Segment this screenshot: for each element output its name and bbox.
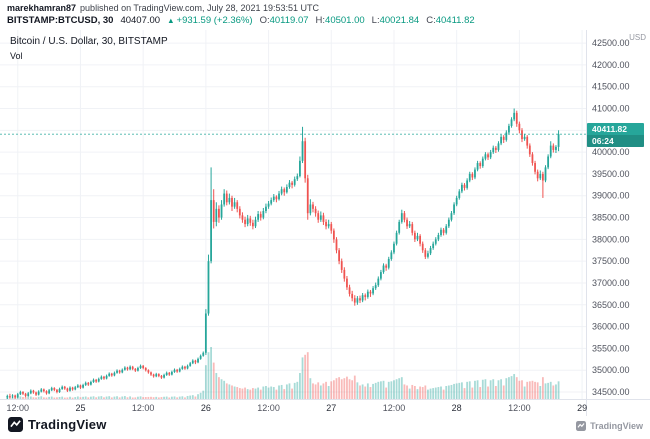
svg-text:40000.00: 40000.00 <box>592 147 630 157</box>
tradingview-watermark[interactable]: TradingView <box>576 421 643 431</box>
ohlc-open: O:40119.07 <box>260 15 309 26</box>
svg-text:42000.00: 42000.00 <box>592 60 630 70</box>
svg-text:38000.00: 38000.00 <box>592 234 630 244</box>
symbol-interval: BITSTAMP:BTCUSD, 30 <box>7 15 114 26</box>
price-axis[interactable]: 42500.0042000.0041500.0041000.0040500.00… <box>586 30 647 416</box>
high-value: 40501.00 <box>325 15 365 26</box>
candlestick-series <box>6 108 560 399</box>
ohlc-close: C:40411.82 <box>426 15 474 26</box>
svg-text:12:00: 12:00 <box>257 403 280 413</box>
ohlc-values: O:40119.07 H:40501.00 L:40021.84 C:40411… <box>260 15 475 26</box>
price-chart[interactable]: 42500.0042000.0041500.0041000.0040500.00… <box>0 0 650 420</box>
svg-text:35500.00: 35500.00 <box>592 343 630 353</box>
tradingview-watermark-icon <box>576 421 587 431</box>
svg-text:39000.00: 39000.00 <box>592 191 630 201</box>
svg-text:12:00: 12:00 <box>383 403 406 413</box>
price-change: ▲ +931.59 (+2.36%) <box>167 15 253 26</box>
svg-text:36000.00: 36000.00 <box>592 322 630 332</box>
candle-countdown: 06:24 <box>587 134 644 147</box>
svg-text:36500.00: 36500.00 <box>592 300 630 310</box>
current-price-value: 40411.82 <box>592 123 627 134</box>
low-value: 40021.84 <box>379 15 420 26</box>
current-price-label: 40411.82 06:24 <box>587 122 644 147</box>
ohlc-high: H:40501.00 <box>316 15 365 26</box>
tradingview-logo-icon <box>8 417 23 432</box>
svg-text:12:00: 12:00 <box>508 403 531 413</box>
svg-text:37500.00: 37500.00 <box>592 256 630 266</box>
svg-text:27: 27 <box>326 403 336 413</box>
svg-text:26: 26 <box>201 403 211 413</box>
close-value: 40411.82 <box>435 15 475 26</box>
symbol-info-bar: BITSTAMP:BTCUSD, 30 40407.00 ▲ +931.59 (… <box>7 15 475 26</box>
ohlc-low: L:40021.84 <box>372 15 420 26</box>
svg-text:42500.00: 42500.00 <box>592 38 630 48</box>
watermark-text: TradingView <box>590 421 643 431</box>
high-label: H: <box>315 15 326 26</box>
author-name: marekhamran87 <box>7 3 77 13</box>
svg-text:25: 25 <box>75 403 85 413</box>
close-label: C: <box>426 15 436 26</box>
svg-text:USD: USD <box>629 33 646 42</box>
svg-text:28: 28 <box>452 403 462 413</box>
svg-text:12:00: 12:00 <box>132 403 155 413</box>
open-value: 40119.07 <box>269 15 309 26</box>
up-triangle-icon: ▲ <box>167 16 175 25</box>
series-title[interactable]: Bitcoin / U.S. Dollar, 30, BITSTAMP <box>10 36 168 47</box>
svg-text:12:00: 12:00 <box>6 403 29 413</box>
svg-text:41000.00: 41000.00 <box>592 104 630 114</box>
tradingview-logo[interactable]: TradingView <box>8 417 107 432</box>
svg-text:37000.00: 37000.00 <box>592 278 630 288</box>
last-price: 40407.00 <box>120 15 161 26</box>
svg-text:34500.00: 34500.00 <box>592 387 630 397</box>
svg-text:41500.00: 41500.00 <box>592 82 630 92</box>
volume-label[interactable]: Vol <box>10 51 23 61</box>
tradingview-wordmark: TradingView <box>28 417 107 432</box>
chart-legend: Bitcoin / U.S. Dollar, 30, BITSTAMP Vol <box>10 36 168 61</box>
low-label: L: <box>371 15 380 26</box>
publish-text: published on TradingView.com, July 28, 2… <box>80 3 320 13</box>
time-axis[interactable]: 12:00 25 12:00 26 12:00 27 12:00 28 12:00 29 <box>0 399 650 414</box>
svg-text:38500.00: 38500.00 <box>592 213 630 223</box>
svg-text:35000.00: 35000.00 <box>592 365 630 375</box>
change-text: +931.59 (+2.36%) <box>176 15 253 26</box>
open-label: O: <box>259 15 270 26</box>
volume-series <box>6 347 560 399</box>
chart-grid <box>0 30 586 399</box>
svg-text:39500.00: 39500.00 <box>592 169 630 179</box>
publish-info: marekhamran87 published on TradingView.co… <box>7 3 319 13</box>
svg-text:29: 29 <box>577 403 587 413</box>
